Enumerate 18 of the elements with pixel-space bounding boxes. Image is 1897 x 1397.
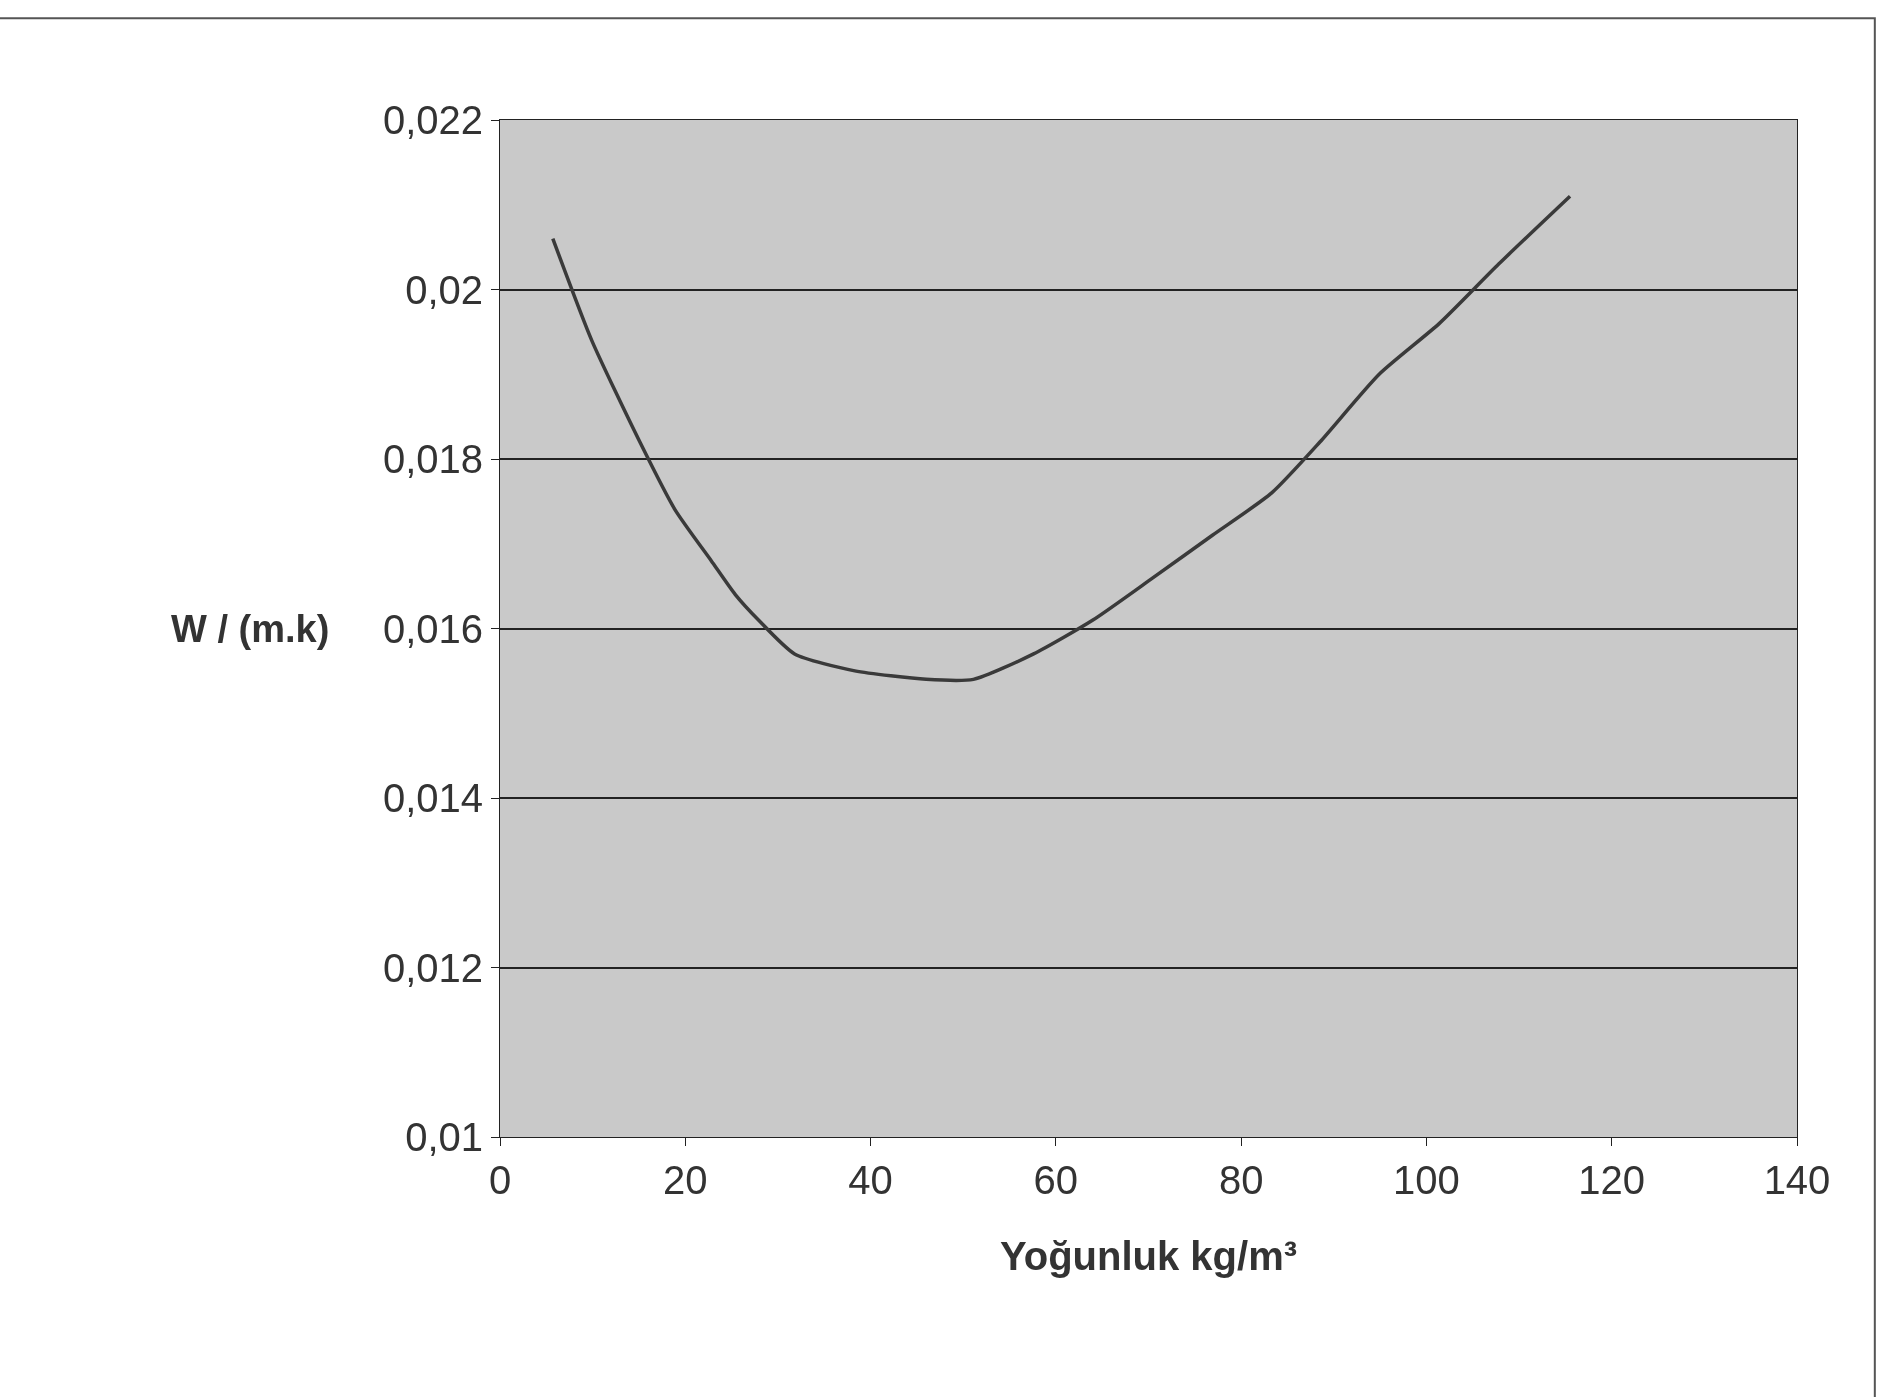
y-tick-label: 0,022	[382, 98, 483, 142]
x-axis-title: Yoğunluk kg/m³	[999, 1233, 1298, 1278]
y-tick-label: 0,012	[382, 945, 483, 990]
y-tick-label: 0,02	[405, 267, 483, 312]
y-tick-label: 0,014	[382, 776, 483, 820]
x-tick-label: 100	[1393, 1158, 1460, 1202]
x-tick-label: 140	[1763, 1158, 1831, 1202]
x-tick-label: 80	[1218, 1158, 1264, 1202]
y-tick-label: 0,01	[405, 1115, 483, 1159]
x-tick-label: 20	[663, 1158, 708, 1202]
x-tick-label: 120	[1578, 1158, 1646, 1202]
x-tick-label: 40	[848, 1158, 893, 1202]
y-tick-label: 0,018	[382, 437, 483, 481]
line-series	[551, 194, 1572, 683]
x-tick-label: 0	[488, 1158, 512, 1202]
y-axis-title: W / (m.k)	[171, 608, 330, 650]
y-tick-label: 0,016	[382, 606, 483, 651]
x-tick-label: 60	[1033, 1158, 1079, 1202]
